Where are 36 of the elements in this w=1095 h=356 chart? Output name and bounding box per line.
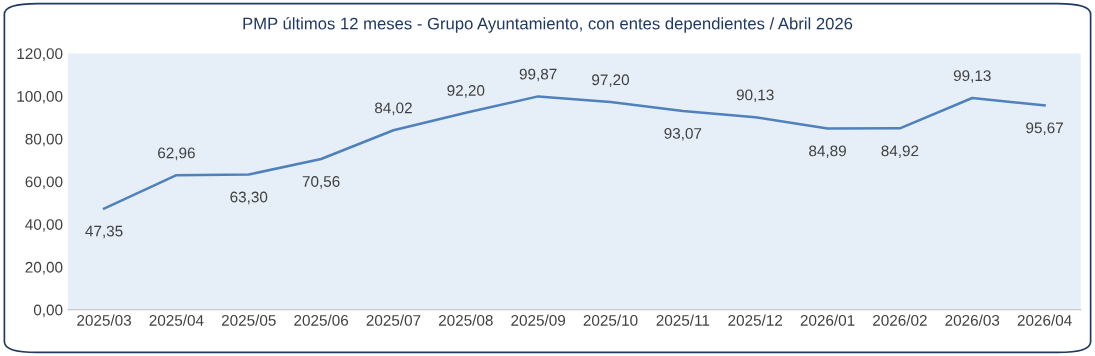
text: 47,35: [85, 225, 123, 239]
y-tick-label: 20,00: [25, 261, 63, 275]
y-tick-label: 80,00: [25, 133, 63, 147]
text: 62,96: [158, 147, 195, 161]
text: 97,20: [592, 74, 630, 87]
text: 93,07: [664, 127, 702, 141]
x-tick-label: 2025/06: [294, 314, 349, 326]
chart-title: PMP últimos 12 meses - Grupo Ayuntamiento, con entes dependientes / Abril 2026: [243, 17, 853, 33]
text: 95,67: [1026, 122, 1063, 136]
x-tick-label: 2025/09: [511, 314, 566, 326]
text: 99,87: [519, 68, 557, 82]
x-tick-label: 2025/04: [149, 314, 204, 326]
x-tick-label: 2026/04: [1017, 314, 1072, 326]
text: 99,13: [953, 70, 991, 83]
x-tick-label: 2025/11: [656, 314, 710, 326]
x-tick-label: 2026/01: [800, 314, 855, 326]
x-tick-label: 2025/05: [221, 314, 276, 326]
x-tick-label: 2025/12: [728, 314, 783, 326]
x-tick-label: 2026/03: [945, 314, 1000, 326]
text: 84,02: [375, 102, 412, 116]
text: 90,13: [736, 89, 774, 103]
x-tick-label: 2025/07: [366, 314, 421, 326]
text: 84,92: [881, 145, 919, 159]
text: 84,89: [809, 145, 846, 159]
text: 63,30: [230, 191, 268, 205]
x-tick-label: 2026/02: [873, 314, 927, 326]
y-tick-label: 120,00: [17, 48, 63, 61]
y-tick-label: 60,00: [25, 176, 63, 190]
x-tick-label: 2025/03: [77, 314, 132, 326]
x-tick-label: 2025/10: [583, 314, 638, 326]
y-tick-label: 0,00: [33, 304, 63, 318]
text: 70,56: [302, 176, 340, 189]
x-tick-label: 2025/08: [438, 314, 493, 326]
y-tick-label: 100,00: [17, 90, 63, 104]
y-tick-label: 40,00: [25, 219, 63, 232]
text: 92,20: [447, 85, 485, 98]
